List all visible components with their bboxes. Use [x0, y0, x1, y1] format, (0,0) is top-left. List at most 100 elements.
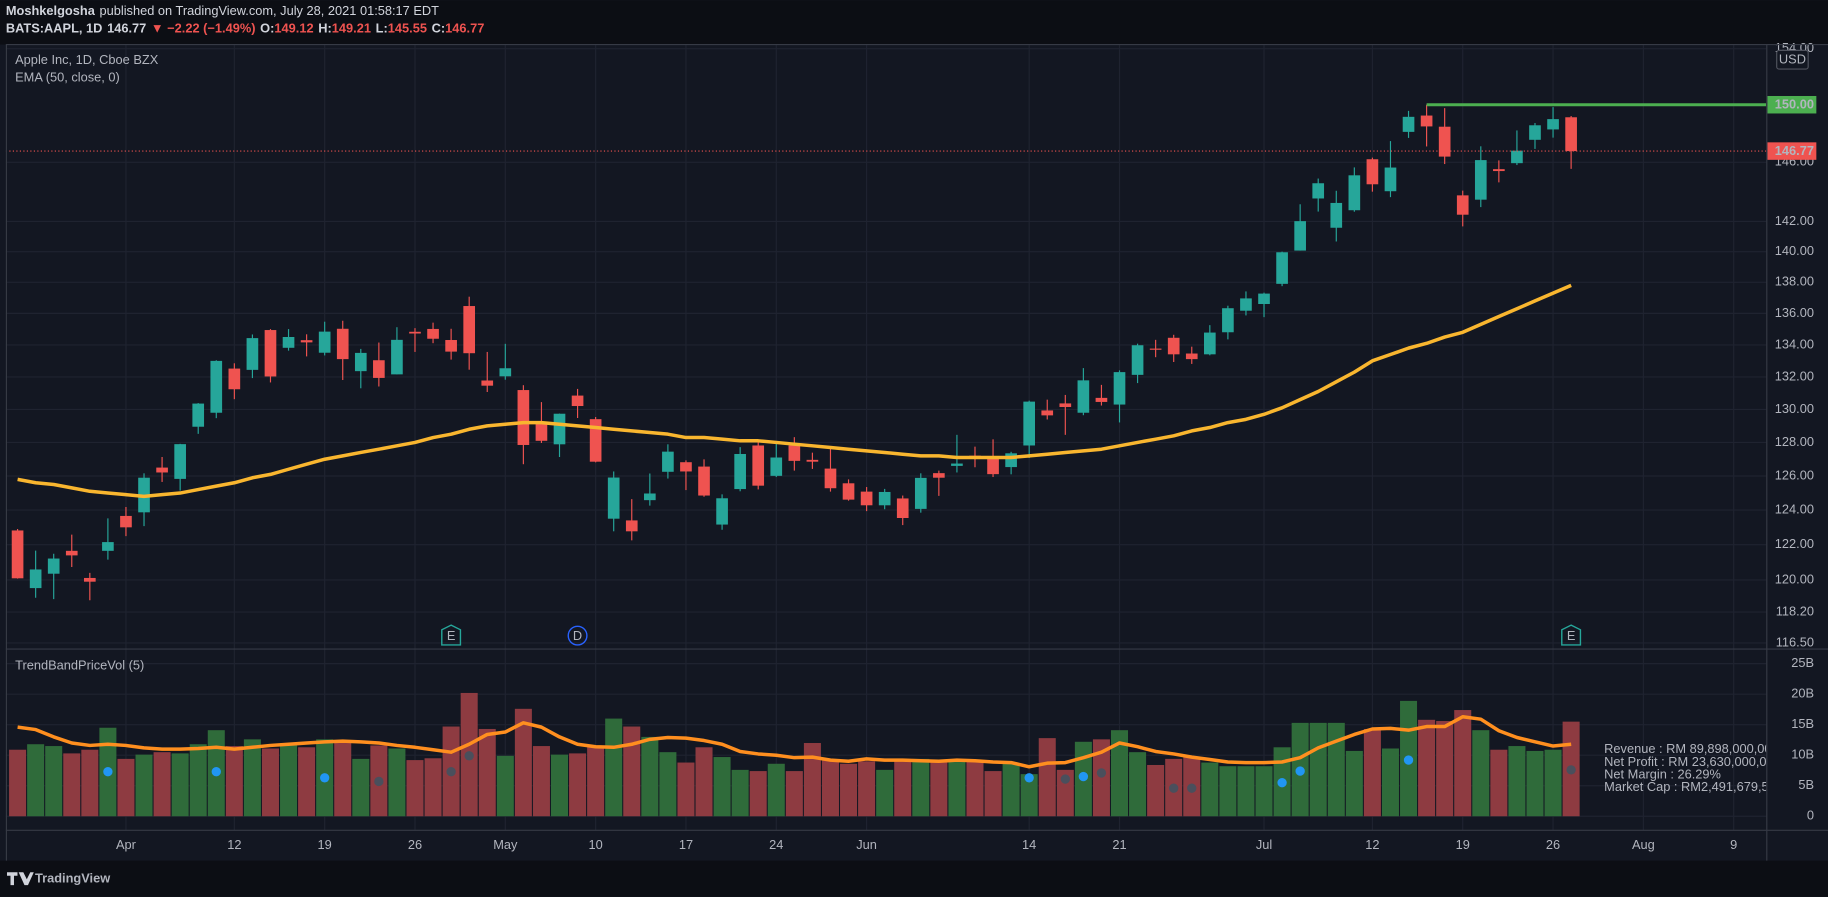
candle-body	[752, 445, 765, 486]
volume-bar	[677, 762, 695, 817]
volume-bar	[1436, 721, 1454, 817]
ohlc-key: O:	[260, 21, 274, 36]
x-tick-label: 19	[318, 837, 332, 852]
volume-title: TrendBandPriceVol (5)	[15, 657, 144, 672]
volume-bar	[424, 758, 442, 817]
candle-body	[174, 444, 186, 479]
header-line-1: Moshkelgosha published on TradingView.com…	[6, 3, 439, 18]
candle-body	[1023, 401, 1036, 446]
candle-body	[445, 340, 457, 352]
signal-dot	[374, 776, 384, 787]
volume-bar	[1381, 748, 1399, 817]
volume-bar	[1002, 763, 1020, 817]
info-note: Market Cap : RM2,491,679,50	[1604, 779, 1776, 794]
candle-body	[1276, 252, 1288, 284]
volume-bar	[785, 771, 803, 817]
volume-bar	[153, 752, 171, 817]
volume-bar	[569, 753, 587, 817]
volume-bar	[478, 728, 496, 817]
candle-body	[102, 542, 114, 551]
candle-body	[282, 336, 295, 348]
x-tick-label: 21	[1112, 837, 1126, 852]
signal-dot	[1277, 778, 1287, 788]
volume-bar	[641, 736, 659, 817]
volume-bar	[1544, 749, 1562, 817]
candle-body	[409, 331, 421, 334]
candle-body	[1005, 453, 1017, 468]
x-tick-label: 9	[1730, 837, 1737, 852]
volume-bar	[858, 761, 876, 817]
candle-body	[951, 463, 963, 466]
signal-dot	[1295, 766, 1305, 776]
volume-bar	[81, 749, 99, 817]
volume-bar	[749, 771, 767, 817]
ohlc-key: C:	[432, 21, 446, 36]
x-tick-label: 14	[1022, 837, 1036, 852]
candle-body	[625, 520, 638, 532]
signal-dot	[464, 751, 474, 761]
volume-bar	[1454, 710, 1472, 817]
legend-ema: EMA (50, close, 0)	[15, 70, 120, 85]
y-tick-label: 126.00	[1775, 467, 1814, 482]
candle-body	[1059, 403, 1072, 408]
candle-body	[1402, 116, 1415, 132]
x-tick-label: Jul	[1256, 837, 1272, 852]
x-tick-label: Jun	[856, 837, 877, 852]
ohlc-value: 146.77	[445, 21, 484, 36]
y-tick-label: 20B	[1791, 686, 1814, 701]
volume-bar	[406, 760, 424, 817]
y-tick-label: 130.00	[1775, 401, 1814, 416]
x-tick-label: 26	[1546, 837, 1560, 852]
candle-body	[878, 491, 891, 506]
volume-bar	[334, 740, 352, 817]
candle-body	[1240, 298, 1252, 311]
x-tick-label: 24	[769, 837, 783, 852]
volume-bar	[280, 743, 298, 817]
candle-body	[318, 331, 331, 353]
ema-line	[17, 283, 1572, 499]
volume-bar	[532, 746, 550, 817]
candle-body	[1348, 175, 1361, 211]
y-tick-label: 120.00	[1775, 571, 1814, 586]
signal-dot	[1169, 783, 1179, 793]
candle-body	[391, 339, 403, 375]
signal-dot	[1187, 783, 1197, 793]
price-level-label: 146.77	[1775, 143, 1814, 158]
volume-bar	[731, 769, 749, 817]
symbol: BATS:AAPL, 1D	[6, 21, 103, 36]
volume-bar	[352, 758, 370, 817]
x-tick-label: 26	[408, 837, 422, 852]
candle-body	[1149, 348, 1162, 350]
volume-bar	[514, 708, 532, 817]
candle-body	[806, 459, 819, 462]
candle-body	[662, 451, 674, 472]
volume-bar	[261, 748, 279, 817]
signal-dot	[1096, 768, 1107, 778]
candle-body	[1456, 195, 1469, 215]
volume-bar	[496, 755, 514, 817]
volume-average	[17, 715, 1572, 769]
volume-bar	[243, 739, 261, 817]
volume-bar	[1363, 728, 1381, 817]
candle-body	[589, 419, 602, 462]
candle-body	[47, 558, 60, 574]
y-tick-label: 124.00	[1775, 501, 1814, 516]
volume-bar	[894, 761, 912, 817]
volume-bar	[1490, 749, 1508, 817]
ohlc-key: H:	[318, 21, 332, 36]
signal-dot	[1024, 773, 1034, 783]
volume-bar	[840, 763, 858, 817]
price-level-label: 150.00	[1775, 97, 1814, 112]
candle-body	[842, 483, 855, 500]
signal-dot	[103, 767, 113, 777]
info-note: Revenue : RM 89,898,000,000	[1604, 741, 1779, 756]
candle-body	[698, 466, 710, 496]
ohlc-key: L:	[376, 21, 388, 36]
volume-bar	[9, 749, 27, 817]
signal-dot	[1078, 771, 1089, 782]
price-level-box	[1767, 142, 1817, 160]
